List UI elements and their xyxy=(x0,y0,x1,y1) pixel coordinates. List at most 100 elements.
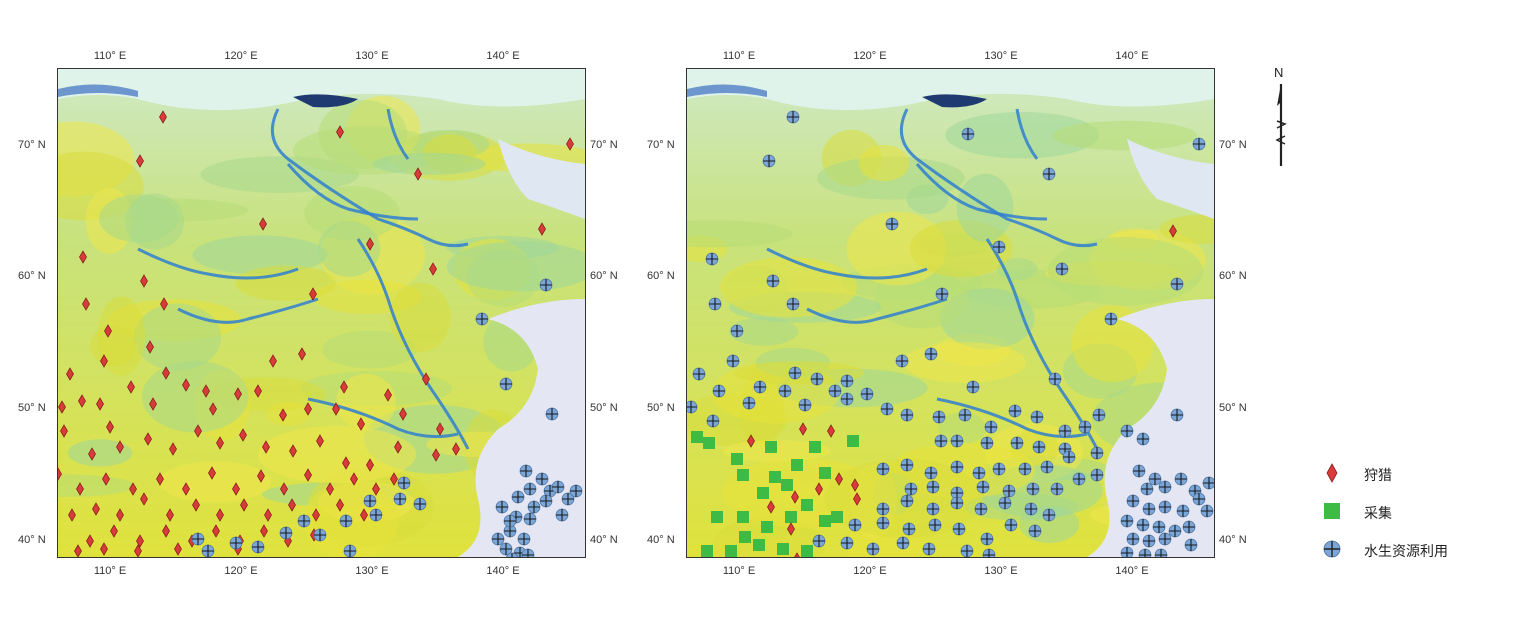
aquatic-marker xyxy=(191,532,205,546)
aquatic-marker xyxy=(1120,546,1134,557)
sea-okhotsk xyxy=(498,139,585,219)
hunting-marker xyxy=(129,482,137,496)
map-right-canvas xyxy=(687,69,1214,557)
hunting-marker xyxy=(432,448,440,462)
hunting-marker xyxy=(74,544,82,557)
aquatic-marker xyxy=(413,497,427,511)
vegetation-patch xyxy=(99,194,178,243)
aquatic-marker xyxy=(900,458,914,472)
hunting-marker xyxy=(366,237,374,251)
red-diamond-icon xyxy=(1326,463,1338,483)
aquatic-marker xyxy=(505,552,519,557)
green-square-icon xyxy=(1324,503,1340,519)
aquatic-marker xyxy=(876,462,890,476)
lat-tick-right: 60° N xyxy=(590,270,618,282)
vegetation-patch xyxy=(235,265,337,301)
aquatic-marker xyxy=(980,532,994,546)
hunting-marker xyxy=(787,522,795,536)
aquatic-marker xyxy=(950,486,964,500)
vegetation-patch xyxy=(192,235,328,275)
aquatic-marker xyxy=(1126,494,1140,508)
aquatic-marker xyxy=(786,110,800,124)
aquatic-marker xyxy=(1154,548,1168,557)
aquatic-marker xyxy=(499,542,513,556)
hunting-marker xyxy=(144,432,152,446)
gathering-marker xyxy=(801,545,813,557)
gathering-marker xyxy=(691,431,703,443)
hunting-marker xyxy=(394,440,402,454)
aquatic-marker xyxy=(960,544,974,557)
hunting-marker xyxy=(280,482,288,496)
hunting-marker xyxy=(76,482,84,496)
gathering-marker xyxy=(731,453,743,465)
gathering-marker xyxy=(737,469,749,481)
gathering-marker xyxy=(781,479,793,491)
aquatic-marker xyxy=(1090,446,1104,460)
lon-tick-bottom: 110° E xyxy=(93,565,127,577)
aquatic-marker xyxy=(1018,462,1032,476)
aquatic-marker xyxy=(555,508,569,522)
aquatic-marker xyxy=(1184,538,1198,552)
aquatic-marker xyxy=(539,278,553,292)
aquatic-marker xyxy=(1024,502,1038,516)
vegetation-patch xyxy=(729,317,799,346)
hunting-marker xyxy=(436,422,444,436)
vegetation-patch xyxy=(945,112,1100,159)
vegetation-patch xyxy=(373,152,486,175)
hunting-marker xyxy=(340,380,348,394)
aquatic-marker xyxy=(706,414,720,428)
hunting-marker xyxy=(791,490,799,504)
lon-tick-top: 130° E xyxy=(355,50,389,62)
vegetation-patch xyxy=(318,220,381,277)
hunting-marker xyxy=(140,492,148,506)
aquatic-marker xyxy=(976,480,990,494)
hunting-marker xyxy=(86,534,94,548)
aquatic-marker xyxy=(866,542,880,556)
north-arrow-icon xyxy=(1275,84,1287,166)
river xyxy=(1015,108,1039,160)
aquatic-marker xyxy=(950,460,964,474)
vegetation-patch xyxy=(446,241,585,292)
hunting-marker xyxy=(827,424,835,438)
hunting-marker xyxy=(202,384,210,398)
aquatic-marker xyxy=(687,400,698,414)
hunting-marker xyxy=(160,297,168,311)
aquatic-marker xyxy=(848,518,862,532)
sea-okhotsk xyxy=(1127,139,1214,219)
vegetation-patch xyxy=(1053,120,1197,151)
hunting-marker xyxy=(853,492,861,506)
aquatic-marker xyxy=(1126,532,1140,546)
hunting-marker xyxy=(100,542,108,556)
lat-tick-right: 60° N xyxy=(1219,270,1247,282)
vegetation-patch xyxy=(687,220,793,248)
river xyxy=(270,108,469,248)
gathering-marker xyxy=(765,441,777,453)
hunting-marker xyxy=(209,402,217,416)
lat-tick-right: 40° N xyxy=(590,534,618,546)
aquatic-marker xyxy=(1202,476,1214,490)
lon-tick-top: 140° E xyxy=(1115,50,1149,62)
aquatic-marker xyxy=(475,312,489,326)
hunting-marker xyxy=(58,400,66,414)
vegetation-patch xyxy=(902,342,1026,383)
hunting-marker xyxy=(767,500,775,514)
hunting-marker xyxy=(538,222,546,236)
aquatic-marker xyxy=(926,502,940,516)
lon-tick-bottom: 110° E xyxy=(722,565,756,577)
aquatic-marker xyxy=(896,536,910,550)
arctic-sea xyxy=(687,69,1214,111)
hunting-marker xyxy=(336,125,344,139)
lat-tick-right: 50° N xyxy=(590,402,618,414)
river xyxy=(177,297,319,324)
aquatic-marker xyxy=(1010,436,1024,450)
aquatic-marker xyxy=(998,496,1012,510)
aquatic-marker xyxy=(928,518,942,532)
lon-tick-top: 120° E xyxy=(853,50,887,62)
aquatic-marker xyxy=(812,534,826,548)
gathering-marker xyxy=(739,531,751,543)
aquatic-marker xyxy=(1152,520,1166,534)
aquatic-marker xyxy=(692,367,706,381)
aquatic-marker xyxy=(1008,404,1022,418)
gathering-marker xyxy=(753,539,765,551)
legend-label: 采集 xyxy=(1364,505,1392,521)
